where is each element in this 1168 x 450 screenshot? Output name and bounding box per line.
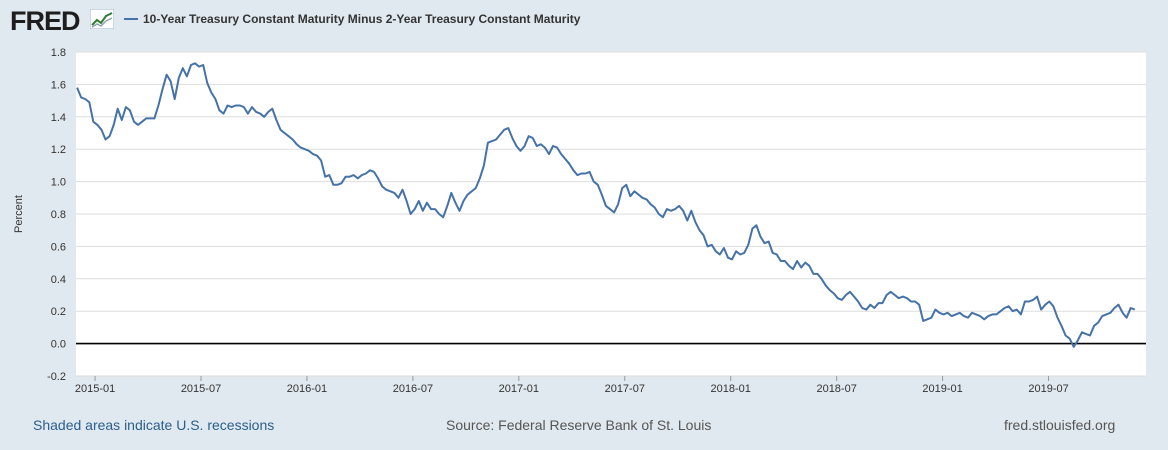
y-tick-label: 1.4 — [51, 112, 66, 124]
chart-title: 10-Year Treasury Constant Maturity Minus… — [143, 12, 581, 26]
x-tick-label: 2018-07 — [816, 383, 856, 395]
x-tick-label: 2018-01 — [711, 383, 751, 395]
y-tick-label: -0.2 — [47, 371, 66, 383]
y-tick-label: 0.8 — [51, 209, 66, 221]
x-tick-label: 2015-07 — [181, 383, 221, 395]
y-axis-label: Percent — [13, 195, 25, 233]
x-axis-ticks: 2015-01 2015-07 2016-01 2016-07 2017-01 2017-… — [75, 376, 1069, 395]
y-tick-label: 0.0 — [51, 339, 66, 351]
source-text: Source: Federal Reserve Bank of St. Loui… — [446, 417, 712, 433]
y-tick-label: 1.0 — [51, 177, 66, 189]
chart-header: FRED 10-Year Treasury Constant Maturity … — [0, 0, 1168, 40]
fred-logo-graph-icon — [90, 9, 114, 29]
y-tick-label: 0.4 — [51, 274, 66, 286]
x-tick-label: 2015-01 — [75, 383, 115, 395]
y-tick-label: 1.6 — [51, 79, 66, 91]
series-line[interactable] — [76, 62, 1136, 348]
y-axis-ticks: -0.2 0.0 0.2 0.4 0.6 0.8 1.0 1.2 1.4 1.6 1.8 — [47, 47, 66, 383]
x-tick-label: 2016-07 — [393, 383, 433, 395]
fred-logo[interactable]: FRED — [10, 6, 80, 36]
site-text: fred.stlouisfed.org — [1004, 417, 1116, 433]
x-tick-label: 2019-07 — [1028, 383, 1068, 395]
y-tick-label: 1.8 — [51, 47, 66, 59]
recessions-note-link[interactable]: Shaded areas indicate U.S. recessions — [33, 417, 275, 433]
chart: -0.2 0.0 0.2 0.4 0.6 0.8 1.0 1.2 1.4 1.6 1.8 2015-… — [13, 47, 1146, 395]
legend-line-icon — [124, 18, 138, 20]
x-tick-label: 2017-07 — [605, 383, 645, 395]
y-tick-label: 0.2 — [51, 306, 66, 318]
x-tick-label: 2016-01 — [287, 383, 327, 395]
y-tick-label: 1.2 — [51, 144, 66, 156]
y-tick-label: 0.6 — [51, 241, 66, 253]
x-tick-label: 2019-01 — [922, 383, 962, 395]
x-tick-label: 2017-01 — [499, 383, 539, 395]
